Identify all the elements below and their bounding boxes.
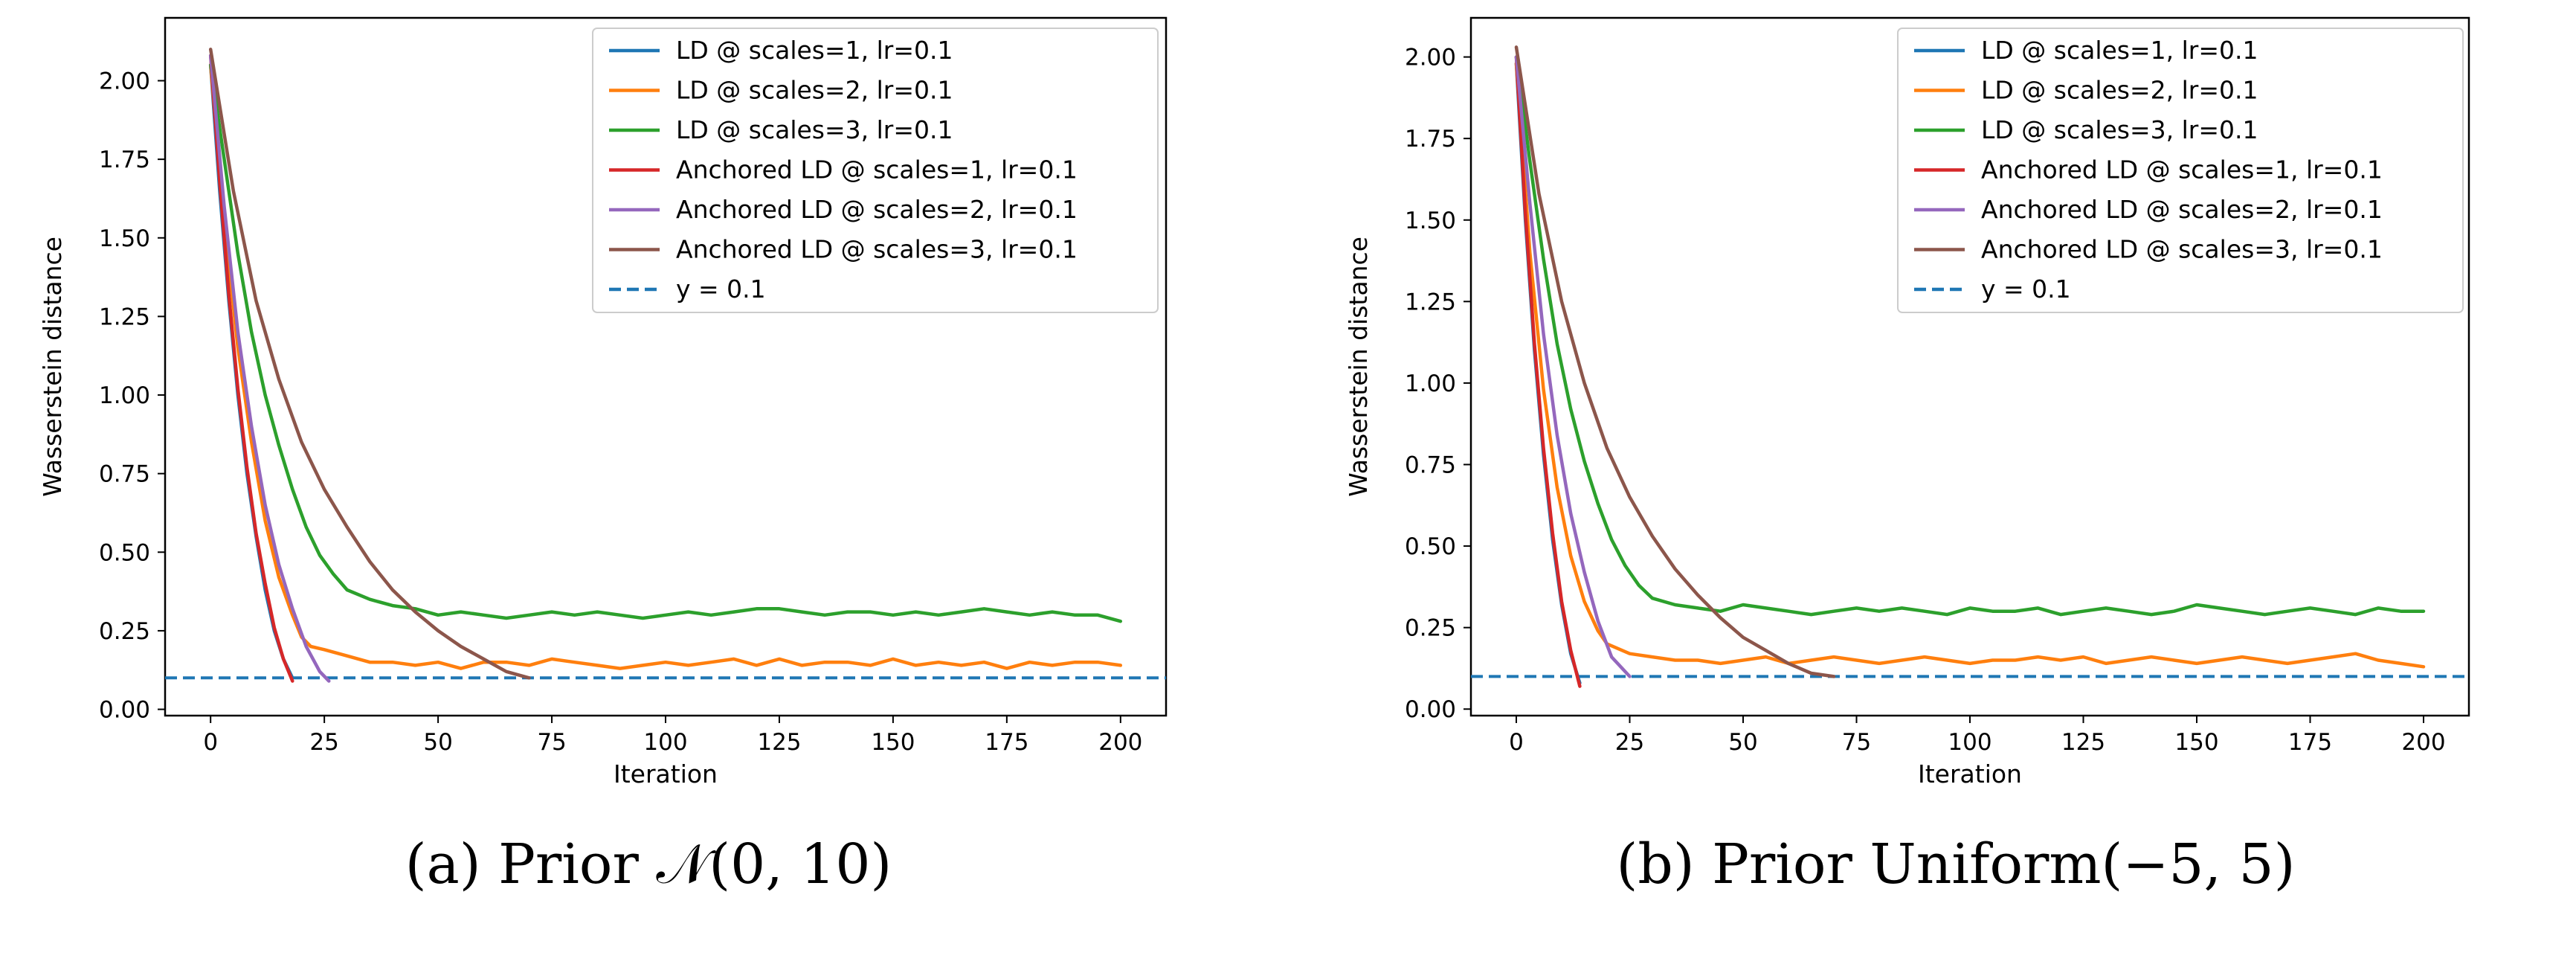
legend-box [592, 28, 1159, 313]
x-axis-label: Iteration [1918, 760, 2022, 789]
legend-label: y = 0.1 [676, 274, 766, 304]
series-line-6 [1514, 45, 1836, 678]
y-axis-label: Wasserstein distance [1344, 237, 1373, 497]
series-line-2 [1514, 62, 2426, 669]
legend-label: y = 0.1 [1981, 274, 2071, 304]
y-tick-label: 0.50 [1405, 533, 1456, 560]
y-tick-label: 2.00 [1405, 45, 1456, 71]
legend: LD @ scales=1, lr=0.1 LD @ scales=2, lr=0… [1897, 28, 2464, 313]
x-tick-label: 25 [1615, 729, 1644, 756]
x-tick-label: 200 [2401, 729, 2445, 756]
plot-area [165, 48, 1166, 683]
panel-caption: (a) Prior 𝒩(0, 10) [405, 832, 892, 896]
legend-label: Anchored LD @ scales=3, lr=0.1 [1981, 235, 2383, 264]
x-tick-label: 175 [985, 729, 1028, 756]
x-tick-label: 200 [1098, 729, 1142, 756]
panel-a: 0 25 50 75 100 125 150 175 200 0.00 0.25 0.50 0.75 1.… [38, 16, 1168, 896]
legend-label: LD @ scales=2, lr=0.1 [1981, 76, 2258, 105]
y-axis-label: Wasserstein distance [38, 237, 67, 497]
x-tick-label: 50 [423, 729, 452, 756]
x-tick-label: 125 [757, 729, 801, 756]
x-tick-label: 25 [309, 729, 338, 756]
x-tick-label: 0 [203, 729, 218, 756]
legend-box [1897, 28, 2464, 313]
legend-label: LD @ scales=3, lr=0.1 [676, 115, 953, 144]
y-tick-label: 0.75 [99, 461, 150, 488]
panel-b: 0 25 50 75 100 125 150 175 200 0.00 0.25 0.50 0.75 1.… [1344, 16, 2470, 896]
x-axis-label: Iteration [614, 760, 718, 789]
x-tick-label: 0 [1509, 729, 1524, 756]
plot-area [1471, 45, 2469, 688]
y-tick-label: 1.75 [99, 147, 150, 173]
series-line-3 [1514, 55, 2426, 617]
legend-label: Anchored LD @ scales=2, lr=0.1 [676, 195, 1078, 224]
y-tick-label: 1.50 [99, 225, 150, 252]
y-tick-label: 0.50 [99, 539, 150, 566]
x-tick-label: 175 [2288, 729, 2332, 756]
y-tick-label: 1.75 [1405, 126, 1456, 152]
x-tick-label: 100 [643, 729, 687, 756]
legend-label: LD @ scales=1, lr=0.1 [676, 36, 953, 65]
y-tick-label: 1.00 [99, 382, 150, 409]
series-line-5 [1514, 55, 1632, 678]
y-tick-label: 1.00 [1405, 370, 1456, 397]
x-tick-label: 100 [1948, 729, 1991, 756]
series-line-6 [208, 48, 531, 680]
x-tick-label: 75 [537, 729, 566, 756]
legend-label: LD @ scales=1, lr=0.1 [1981, 36, 2258, 65]
legend-label: Anchored LD @ scales=1, lr=0.1 [676, 155, 1078, 184]
y-tick-label: 1.25 [99, 304, 150, 330]
series-line-4 [1514, 55, 1582, 688]
legend: LD @ scales=1, lr=0.1 LD @ scales=2, lr=0… [592, 28, 1159, 313]
x-tick-label: 150 [871, 729, 915, 756]
x-tick-label: 75 [1842, 729, 1871, 756]
series-line-5 [208, 54, 331, 683]
x-tick-label: 150 [2174, 729, 2218, 756]
y-tick-label: 0.75 [1405, 452, 1456, 478]
panel-caption: (b) Prior Uniform(−5, 5) [1616, 832, 2295, 896]
y-tick-label: 2.00 [99, 68, 150, 95]
legend-label: LD @ scales=2, lr=0.1 [676, 76, 953, 105]
legend-label: LD @ scales=3, lr=0.1 [1981, 115, 2258, 144]
y-tick-label: 0.25 [1405, 615, 1456, 642]
legend-label: Anchored LD @ scales=3, lr=0.1 [676, 235, 1078, 264]
x-tick-label: 125 [2061, 729, 2105, 756]
y-tick-label: 0.00 [99, 697, 150, 724]
series-line-3 [208, 63, 1123, 623]
y-tick-label: 0.25 [99, 618, 150, 645]
legend-label: Anchored LD @ scales=2, lr=0.1 [1981, 195, 2383, 224]
legend-label: Anchored LD @ scales=1, lr=0.1 [1981, 155, 2383, 184]
y-tick-label: 1.25 [1405, 289, 1456, 315]
series-line-4 [208, 54, 294, 683]
x-tick-label: 50 [1728, 729, 1757, 756]
y-tick-label: 0.00 [1405, 696, 1456, 723]
y-tick-label: 1.50 [1405, 208, 1456, 234]
